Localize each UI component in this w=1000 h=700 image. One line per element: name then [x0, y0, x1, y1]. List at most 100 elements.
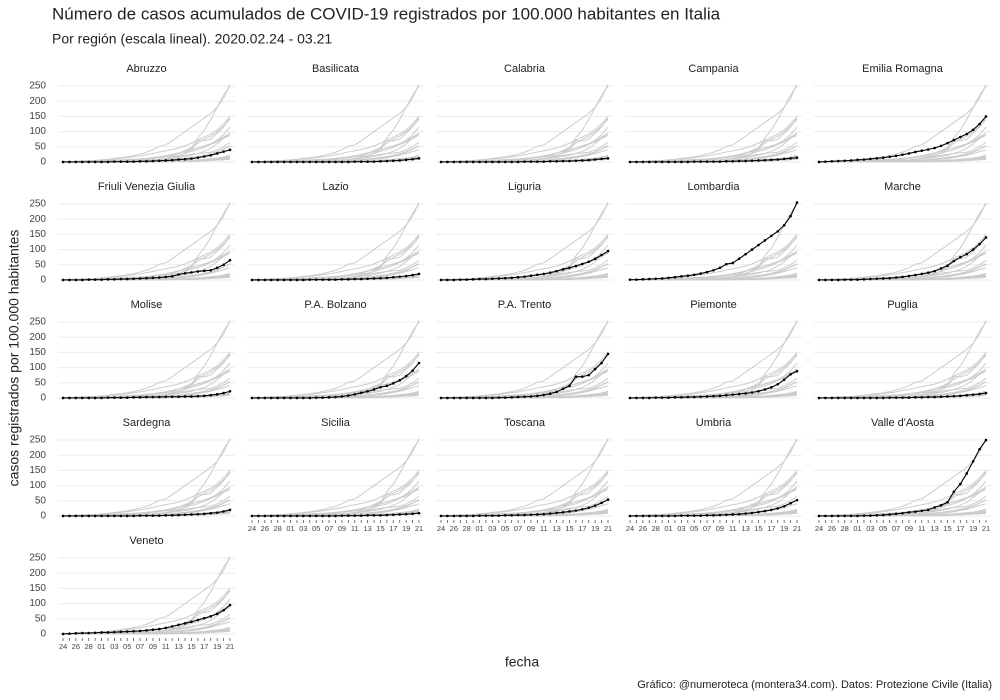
x-tick-label: 01 — [664, 524, 672, 533]
highlight-point — [789, 214, 792, 218]
highlight-point — [132, 629, 135, 633]
highlight-point — [946, 141, 949, 145]
highlight-point — [398, 513, 402, 516]
highlight-point — [952, 259, 956, 263]
highlight-point — [61, 514, 65, 518]
x-tick-label: 13 — [363, 524, 371, 533]
x-tick-label: 11 — [162, 642, 170, 651]
highlight-point — [100, 514, 103, 518]
highlight-point — [132, 396, 135, 399]
highlight-point — [673, 160, 677, 164]
x-tick-label: 11 — [351, 524, 359, 533]
highlight-point — [959, 255, 962, 259]
x-tick-label: 09 — [527, 524, 535, 533]
highlight-point — [750, 159, 754, 163]
x-tick-label: 19 — [591, 524, 599, 533]
background-line — [63, 320, 231, 399]
highlight-point — [830, 278, 834, 282]
highlight-point — [125, 630, 129, 633]
highlight-point — [295, 514, 299, 518]
x-tick-label: 13 — [930, 524, 938, 533]
highlight-point — [712, 268, 715, 272]
highlight-point — [725, 393, 728, 397]
x-tick-label: 03 — [110, 642, 118, 651]
highlight-point — [875, 396, 879, 400]
x-axis-label: fecha — [505, 654, 539, 670]
highlight-point — [849, 278, 853, 281]
highlight-point — [782, 157, 786, 161]
highlight-point — [763, 509, 767, 513]
highlight-point — [347, 394, 350, 397]
highlight-point — [158, 514, 161, 517]
highlight-point — [856, 158, 859, 162]
highlight-point — [856, 278, 859, 281]
highlight-point — [446, 160, 449, 164]
highlight-point — [555, 269, 558, 273]
highlight-point — [660, 396, 664, 399]
highlight-point — [87, 278, 90, 281]
highlight-point — [561, 268, 565, 271]
highlight-point — [587, 158, 591, 162]
highlight-point — [757, 389, 760, 393]
x-tick-label: 01 — [853, 524, 861, 533]
x-tick-label: 11 — [540, 524, 548, 533]
highlight-point — [978, 242, 981, 246]
highlight-point — [555, 160, 558, 163]
highlight-point — [523, 275, 526, 278]
highlight-point — [372, 160, 376, 163]
highlight-point — [660, 160, 664, 164]
y-tick-label: 0 — [40, 393, 46, 404]
highlight-point — [587, 260, 591, 264]
highlight-point — [869, 396, 872, 400]
highlight-point — [119, 396, 123, 399]
highlight-point — [770, 158, 773, 162]
y-tick-label: 0 — [40, 511, 46, 522]
highlight-point — [250, 278, 254, 282]
panel-title: Toscana — [504, 417, 546, 429]
highlight-point — [750, 511, 754, 515]
x-tick-label: 09 — [338, 524, 346, 533]
highlight-point — [660, 277, 664, 280]
highlight-point — [705, 160, 709, 163]
highlight-point — [574, 264, 578, 268]
background-line — [63, 84, 231, 163]
highlight-point — [529, 395, 533, 398]
highlight-point — [946, 395, 949, 398]
highlight-point — [228, 603, 232, 607]
highlight-point — [836, 159, 840, 163]
highlight-point — [177, 623, 180, 627]
highlight-point — [209, 268, 213, 272]
highlight-point — [196, 618, 200, 622]
highlight-point — [138, 160, 142, 163]
highlight-point — [497, 514, 501, 517]
highlight-point — [196, 512, 200, 516]
highlight-point — [795, 498, 799, 502]
highlight-point — [263, 160, 267, 164]
x-tick-label: 17 — [578, 524, 586, 533]
x-tick-label: 11 — [918, 524, 926, 533]
highlight-point — [138, 396, 142, 399]
highlight-point — [491, 514, 494, 517]
highlight-point — [100, 631, 103, 634]
highlight-point — [776, 507, 780, 510]
highlight-point — [353, 277, 357, 281]
highlight-point — [106, 278, 110, 281]
highlight-point — [215, 511, 219, 514]
highlight-point — [113, 160, 116, 163]
highlight-point — [119, 514, 123, 518]
highlight-point — [334, 514, 337, 518]
highlight-point — [404, 374, 408, 378]
background-line — [62, 132, 231, 163]
highlight-point — [641, 396, 645, 400]
highlight-point — [68, 278, 71, 282]
x-tick-label: 05 — [690, 524, 698, 533]
highlight-point — [458, 396, 462, 400]
highlight-point — [628, 160, 632, 164]
highlight-point — [817, 278, 821, 282]
highlight-point — [894, 276, 898, 279]
y-tick-label: 200 — [29, 568, 46, 579]
highlight-point — [654, 277, 657, 281]
highlight-point — [971, 248, 975, 251]
highlight-point — [353, 393, 357, 396]
highlight-point — [606, 249, 610, 253]
